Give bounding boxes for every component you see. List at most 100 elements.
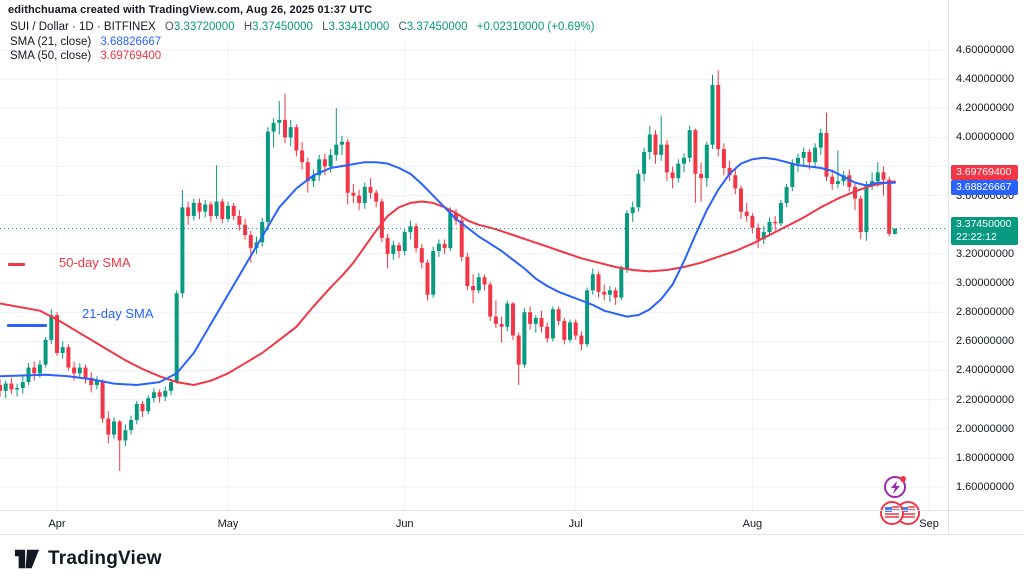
price-axis[interactable]: 4.60000000 4.40000000 4.20000000 4.00000000… <box>948 0 1024 534</box>
candle-down <box>9 383 14 390</box>
candle-up <box>585 290 590 345</box>
month-tick-label: Jun <box>395 518 414 530</box>
price-chart-canvas[interactable] <box>0 0 948 510</box>
month-tick-label: Apr <box>48 518 66 530</box>
bar-countdown: 22:22:12 <box>956 231 997 243</box>
candle-down <box>231 205 236 217</box>
candle-down <box>220 201 225 219</box>
candle-up <box>77 367 82 374</box>
event-markers[interactable] <box>872 468 928 528</box>
sma50-annotation-text: 50-day SMA <box>59 255 131 270</box>
price-tick-label: 2.00000000 <box>956 422 1015 435</box>
candle-down <box>89 377 94 386</box>
coin-event-icon[interactable] <box>880 501 920 525</box>
candle-up <box>710 84 715 145</box>
candle-down <box>186 207 191 217</box>
candle-up <box>408 226 413 233</box>
candle-up <box>151 392 156 399</box>
candle-up <box>402 232 407 252</box>
sma21-label: SMA (21, close) <box>10 36 92 48</box>
candle-down <box>773 221 778 224</box>
candle-up <box>226 205 230 219</box>
candle-down <box>454 213 458 221</box>
candle-down <box>807 151 812 163</box>
candle-up <box>813 147 818 163</box>
candle-up <box>311 175 316 182</box>
candle-up <box>134 403 139 420</box>
candle-down <box>482 277 487 285</box>
candle-down <box>556 309 561 321</box>
candle-up <box>568 322 572 340</box>
candle-up <box>340 141 344 145</box>
candle-up <box>163 390 168 397</box>
candle-down <box>579 335 584 345</box>
symbol-legend-row[interactable]: SUI / Dollar · 1D · BITFINEX O3.33720000… <box>10 21 594 33</box>
candle-down <box>511 303 515 336</box>
candle-down <box>117 421 122 441</box>
sma50-label: SMA (50, close) <box>10 50 92 62</box>
candle-down <box>670 172 675 179</box>
last-price-value: 3.37450000 <box>956 218 1012 230</box>
high-value: 3.37450000 <box>252 21 313 33</box>
candle-up <box>796 157 800 164</box>
high-label: H <box>243 21 253 33</box>
open-label: O <box>164 21 174 33</box>
candle-down <box>100 380 105 419</box>
candle-down <box>106 418 111 435</box>
candle-up <box>647 134 652 152</box>
candle-down <box>602 291 607 295</box>
sma21-legend-row[interactable]: SMA (21, close) 3.68826667 <box>10 36 161 48</box>
month-tick-label: May <box>217 518 239 530</box>
candle-down <box>756 227 761 240</box>
candle-up <box>169 382 173 391</box>
tradingview-logo-icon <box>14 549 40 569</box>
candle-down <box>55 315 59 353</box>
candle-down <box>693 130 698 174</box>
candle-up <box>43 339 48 365</box>
tradingview-logo-text: TradingView <box>48 548 162 569</box>
sma21-line <box>0 156 896 386</box>
month-tick-label: Aug <box>742 518 763 530</box>
candle-up <box>288 127 293 138</box>
candle-up <box>476 277 481 291</box>
price-tick-label: 2.60000000 <box>956 335 1015 348</box>
time-axis[interactable]: Apr May Jun Jul Aug Sep <box>0 510 1024 535</box>
candle-up <box>15 387 20 390</box>
sma50-legend-row[interactable]: SMA (50, close) 3.69769400 <box>10 50 161 62</box>
candle-down <box>853 186 857 199</box>
sma50-value: 3.69769400 <box>100 50 162 62</box>
month-tick-label: Jul <box>568 518 583 530</box>
candle-up <box>607 290 612 295</box>
low-value: 3.33410000 <box>328 21 390 33</box>
symbol-title: SUI / Dollar · 1D · BITFINEX <box>10 21 156 33</box>
last-price-badge: 3.37450000 22:22:12 <box>951 217 1018 245</box>
candle-down <box>414 226 419 249</box>
candle-down <box>493 316 498 324</box>
price-tick-label: 2.20000000 <box>956 393 1015 406</box>
candle-down <box>83 367 88 378</box>
candle-up <box>818 133 823 148</box>
flash-event-icon[interactable] <box>884 476 906 498</box>
candle-down <box>237 216 242 225</box>
candle-up <box>533 318 538 324</box>
candle-down <box>248 234 253 249</box>
tradingview-logo[interactable]: TradingView <box>14 548 162 570</box>
candle-up <box>260 221 265 243</box>
candle-down <box>66 347 71 368</box>
candle-up <box>801 151 806 158</box>
candle-down <box>750 216 755 228</box>
candle-up <box>265 131 270 222</box>
candle-down <box>488 284 493 317</box>
candle-down <box>830 176 835 185</box>
candle-up <box>682 157 686 164</box>
sma21-annotation-text: 21-day SMA <box>82 306 154 321</box>
candle-down <box>716 84 721 150</box>
chart-bottom-border <box>0 534 1024 535</box>
candle-down <box>157 392 162 397</box>
candle-up <box>619 268 624 298</box>
candle-up <box>835 181 840 185</box>
candle-down <box>739 188 743 212</box>
candle-down <box>887 179 892 234</box>
candle-up <box>892 228 897 234</box>
candle-down <box>305 162 310 182</box>
